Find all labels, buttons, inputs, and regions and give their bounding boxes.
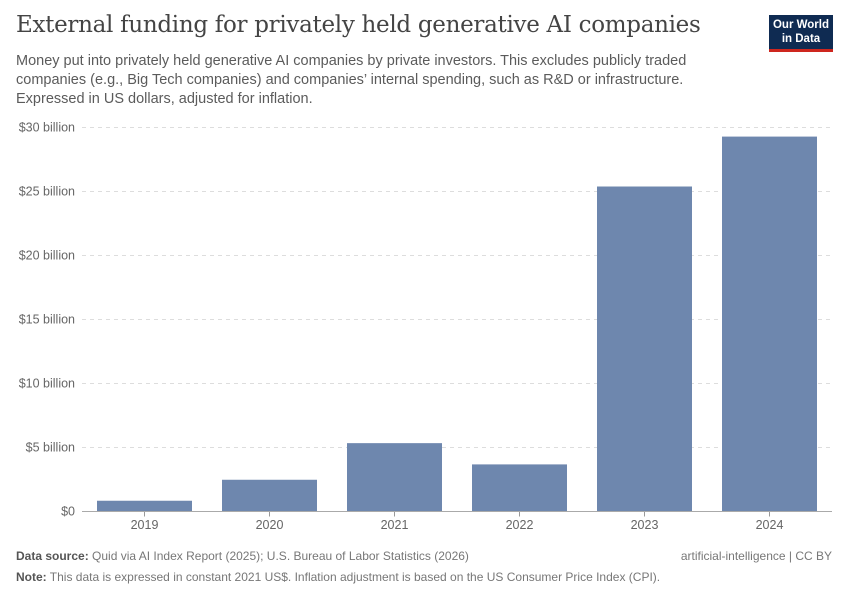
- x-tick-label: 2020: [256, 518, 284, 532]
- bar-2024[interactable]: [722, 136, 817, 512]
- y-tick-label: $10 billion: [19, 377, 75, 391]
- note: Note: This data is expressed in constant…: [16, 570, 660, 584]
- data-source: Data source: Quid via AI Index Report (2…: [16, 549, 469, 563]
- bar-2022[interactable]: [472, 464, 567, 512]
- chart-title: External funding for privately held gene…: [16, 12, 701, 38]
- x-tick-label: 2023: [631, 518, 659, 532]
- source-label: Data source:: [16, 549, 89, 563]
- logo-line1: Our World: [772, 19, 829, 31]
- x-tick-label: 2024: [756, 518, 784, 532]
- source-text: Quid via AI Index Report (2025); U.S. Bu…: [92, 549, 469, 563]
- y-tick-label: $0: [61, 505, 75, 519]
- x-tick-label: 2021: [381, 518, 409, 532]
- x-tick-label: 2022: [506, 518, 534, 532]
- y-tick-label: $5 billion: [26, 441, 75, 455]
- y-tick-label: $30 billion: [19, 121, 75, 135]
- x-tick-label: 2019: [131, 518, 159, 532]
- bar-2020[interactable]: [222, 479, 317, 512]
- chart-subtitle: Money put into privately held generative…: [16, 53, 687, 107]
- note-text: This data is expressed in constant 2021 …: [49, 570, 661, 584]
- y-tick-label: $25 billion: [19, 185, 75, 199]
- owid-logo[interactable]: Our World in Data: [769, 15, 833, 52]
- bar-2021[interactable]: [347, 443, 442, 512]
- y-tick-label: $15 billion: [19, 313, 75, 327]
- bar-2023[interactable]: [597, 186, 692, 512]
- license[interactable]: artificial-intelligence | CC BY: [680, 549, 832, 563]
- bar-2019[interactable]: [97, 500, 192, 512]
- note-label: Note:: [16, 570, 47, 584]
- y-tick-label: $20 billion: [19, 249, 75, 263]
- logo-line2: in Data: [781, 33, 821, 45]
